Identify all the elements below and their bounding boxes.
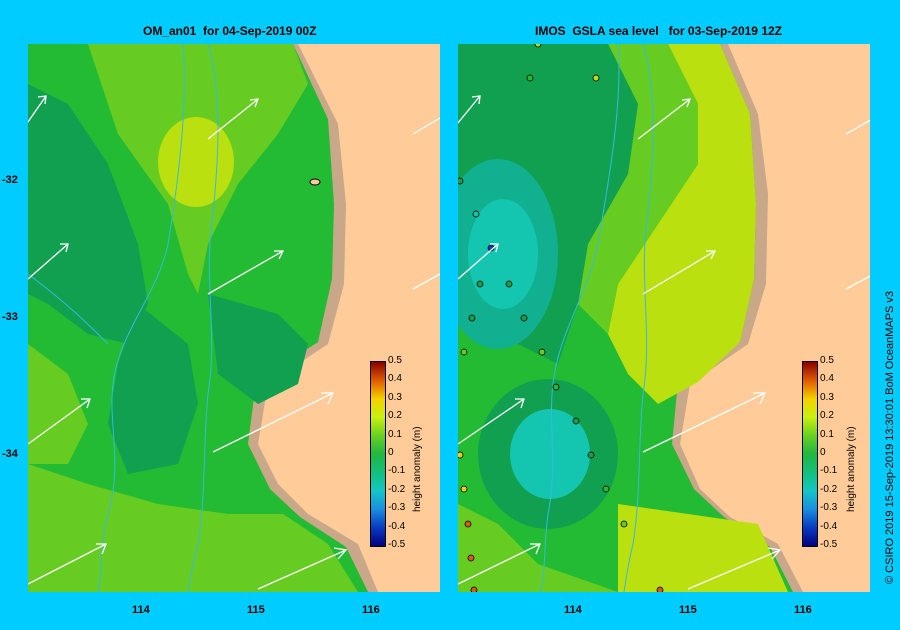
credit-text: © CSIRO 2019 15-Sep-2019 13:30:01 BoM Oc… <box>884 290 896 584</box>
colorbar-tick-label: -0.5 <box>820 539 838 550</box>
lat-tick-label: -32 <box>2 174 18 186</box>
left-map-svg <box>28 44 440 592</box>
colorbar-tick-label: 0.1 <box>388 428 402 440</box>
colorbar-tick-label: -0.4 <box>820 520 838 532</box>
colorbar-tick-label: 0.5 <box>820 355 834 366</box>
lon-tick-label: 115 <box>679 604 697 616</box>
colorbar-tick-label: -0.4 <box>388 520 406 532</box>
right-map-svg <box>458 44 870 592</box>
colorbar-tick-label: 0.2 <box>820 410 834 422</box>
left-map-title: OM_an01 for 04-Sep-2019 00Z <box>143 24 317 38</box>
colorbar-tick-label: -0.1 <box>388 465 406 477</box>
colorbar-tick-label: 0 <box>820 447 826 458</box>
colorbar-tick-label: -0.2 <box>388 483 406 495</box>
colorbar-tick-label: 0.4 <box>388 373 402 385</box>
colorbar-tick-label: 0.1 <box>820 428 834 440</box>
left-map <box>28 44 440 592</box>
colorbar-tick-label: -0.2 <box>820 483 838 495</box>
right-map-title: IMOS GSLA sea level for 03-Sep-2019 12Z <box>535 24 782 38</box>
lat-tick-label: -33 <box>2 311 18 323</box>
right-map <box>458 44 870 592</box>
colorbar-tick-label: -0.1 <box>820 465 838 477</box>
right-colorbar <box>802 361 818 547</box>
colorbar-tick-label: -0.5 <box>388 539 406 550</box>
lon-tick-label: 115 <box>247 604 265 616</box>
lon-tick-label: 114 <box>132 604 150 616</box>
lon-tick-label: 114 <box>564 604 582 616</box>
colorbar-tick-label: 0.2 <box>388 410 402 422</box>
colorbar-tick-label: 0.4 <box>820 373 834 385</box>
lat-tick-label: -34 <box>2 448 18 460</box>
lon-tick-label: 116 <box>794 604 812 616</box>
left-colorbar-label: height anomaly (m) <box>412 426 423 512</box>
lon-tick-label: 116 <box>362 604 380 616</box>
right-colorbar-label: height anomaly (m) <box>846 426 857 512</box>
left-colorbar <box>370 361 386 547</box>
colorbar-tick-label: -0.3 <box>388 502 406 514</box>
colorbar-tick-label: -0.3 <box>820 502 838 514</box>
colorbar-tick-label: 0.5 <box>388 355 402 366</box>
colorbar-tick-label: 0.3 <box>820 391 834 403</box>
colorbar-tick-label: 0 <box>388 447 394 458</box>
colorbar-tick-label: 0.3 <box>388 391 402 403</box>
